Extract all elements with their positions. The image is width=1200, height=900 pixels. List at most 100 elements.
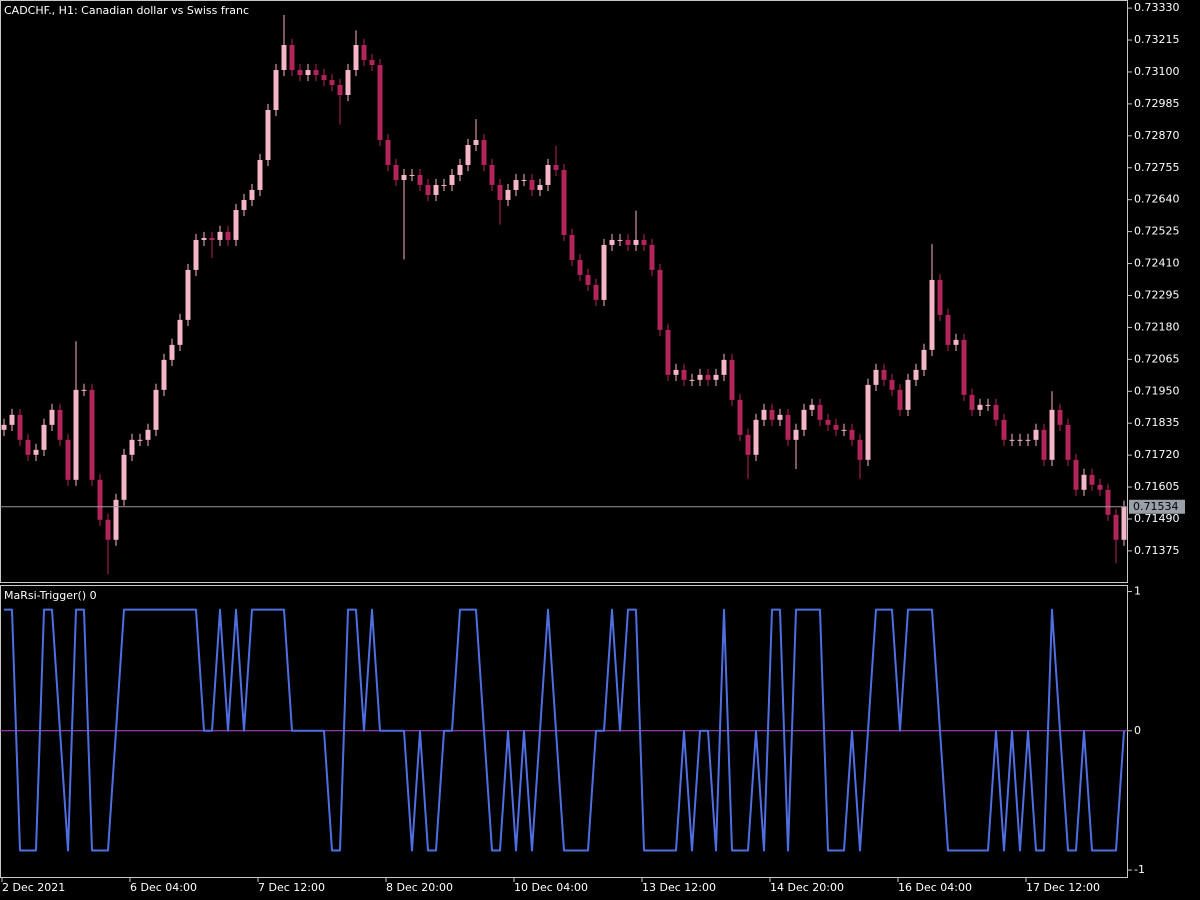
candle-body xyxy=(473,139,479,145)
candle-body xyxy=(697,374,703,380)
candle xyxy=(329,73,335,92)
candle-body xyxy=(865,384,871,460)
candle xyxy=(449,168,455,192)
candle-body xyxy=(961,339,967,395)
y-tick-label: 0.73330 xyxy=(1134,1,1180,14)
candle-body xyxy=(457,164,463,175)
candle-body xyxy=(49,409,55,425)
candle xyxy=(497,178,503,225)
candle-body xyxy=(953,339,959,345)
candle-body xyxy=(209,237,215,240)
candle xyxy=(393,158,399,187)
candle-body xyxy=(513,179,519,190)
candle-body xyxy=(969,394,975,410)
candle xyxy=(641,233,647,252)
candle-body xyxy=(401,174,407,180)
y-tick-label: 0.71950 xyxy=(1134,384,1180,397)
candle-body xyxy=(641,239,647,245)
candle-body xyxy=(377,65,383,140)
candle-body xyxy=(1113,514,1119,540)
plot-layer: 0.73330 0.73215 0.73100 0.72985 0.72870 0.727… xyxy=(0,1,1185,894)
candle-body xyxy=(305,70,311,76)
candle-body xyxy=(1033,429,1039,440)
candle xyxy=(657,263,663,337)
candle-body xyxy=(1097,484,1103,490)
candle-body xyxy=(545,164,551,185)
candle-body xyxy=(929,279,935,350)
candle xyxy=(153,383,159,436)
candle xyxy=(721,353,727,381)
candle-body xyxy=(913,369,919,380)
candle-body xyxy=(169,344,175,360)
candle-body xyxy=(273,70,279,111)
candle xyxy=(1089,468,1095,491)
candle-body xyxy=(945,314,951,345)
candle-body xyxy=(721,359,727,375)
candle-body xyxy=(561,169,567,235)
candle xyxy=(105,513,111,575)
candle xyxy=(1,418,7,436)
candle-body xyxy=(1057,409,1063,425)
candle xyxy=(169,338,175,366)
candle xyxy=(225,225,231,247)
y-tick-label: 0.72410 xyxy=(1134,257,1180,270)
candle xyxy=(1025,433,1031,446)
y-tick-label: 0.71720 xyxy=(1134,448,1180,461)
candle xyxy=(929,244,935,356)
candle xyxy=(337,78,343,125)
candle-body xyxy=(841,429,847,431)
candle-body xyxy=(441,184,447,186)
candle xyxy=(1121,500,1127,546)
candle-body xyxy=(601,244,607,300)
candle-body xyxy=(1025,439,1031,441)
main-panel-frame xyxy=(0,0,1128,583)
candle xyxy=(361,38,367,67)
y-tick-label: 0.72065 xyxy=(1134,352,1180,365)
candle-body xyxy=(649,244,655,270)
candle-body xyxy=(425,184,431,195)
candle xyxy=(769,403,775,426)
candle-body xyxy=(385,139,391,165)
candle-body xyxy=(329,80,335,86)
candle-body xyxy=(817,404,823,420)
candle xyxy=(649,238,655,277)
x-tick-label: 16 Dec 04:00 xyxy=(898,881,972,894)
candle-body xyxy=(225,231,231,240)
candle xyxy=(1041,423,1047,466)
candle-body xyxy=(737,399,743,435)
candle-body xyxy=(777,414,783,420)
candle xyxy=(257,153,263,197)
candle xyxy=(1081,468,1087,496)
candle xyxy=(761,403,767,426)
candle-body xyxy=(921,349,927,370)
candle-body xyxy=(905,379,911,410)
candle xyxy=(89,383,95,486)
candle xyxy=(601,238,607,307)
candle xyxy=(81,383,87,396)
candle xyxy=(1113,508,1119,564)
candle xyxy=(17,408,23,446)
chart-title: CADCHF., H1: Canadian dollar vs Swiss fr… xyxy=(4,4,249,17)
candle xyxy=(425,178,431,202)
candle-body xyxy=(529,179,535,190)
candle xyxy=(617,233,623,247)
candle-body xyxy=(713,374,719,380)
candle xyxy=(41,418,47,456)
candle xyxy=(457,158,463,182)
candle-body xyxy=(889,379,895,390)
candle xyxy=(561,163,567,242)
candle xyxy=(217,225,223,247)
candle-body xyxy=(833,424,839,430)
candle-body xyxy=(89,389,95,480)
candle xyxy=(465,138,471,172)
x-tick-label: 14 Dec 20:00 xyxy=(770,881,844,894)
candle-body xyxy=(289,45,295,71)
candle-body xyxy=(1089,474,1095,485)
candle-body xyxy=(41,424,47,450)
indicator-panel-frame xyxy=(0,585,1128,878)
candle xyxy=(521,173,527,187)
candle-body xyxy=(569,234,575,260)
